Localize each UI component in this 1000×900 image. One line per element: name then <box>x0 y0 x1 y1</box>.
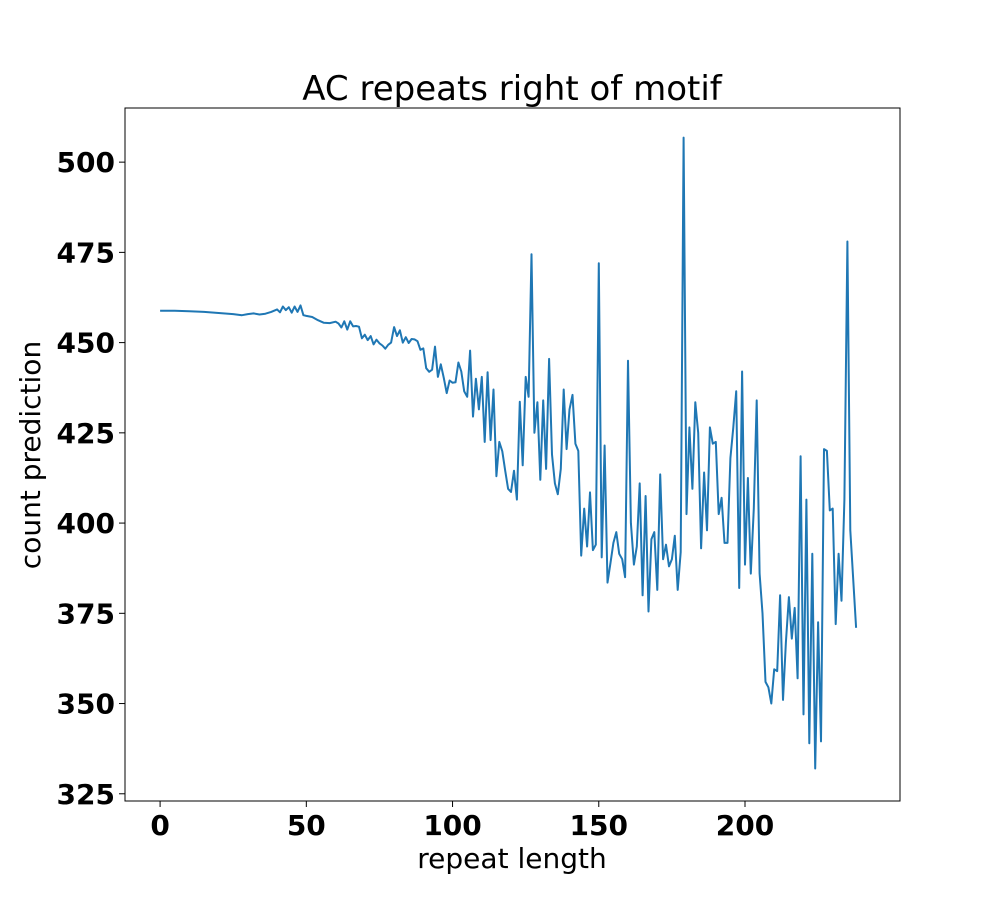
x-tick-label: 150 <box>570 809 628 842</box>
x-axis-label: repeat length <box>417 842 606 875</box>
series-line-0 <box>160 136 858 770</box>
x-tick-label: 100 <box>423 809 481 842</box>
y-tick-label: 475 <box>57 236 115 269</box>
y-tick-label: 375 <box>57 597 115 630</box>
y-tick-label: 325 <box>57 778 115 811</box>
y-tick-label: 350 <box>57 688 115 721</box>
y-tick-label: 500 <box>57 146 115 179</box>
y-tick-label: 400 <box>57 507 115 540</box>
chart-title: AC repeats right of motif <box>302 69 723 109</box>
x-tick-label: 200 <box>716 809 774 842</box>
y-tick-label: 425 <box>57 417 115 450</box>
y-axis-label: count prediction <box>14 341 47 569</box>
x-tick-label: 50 <box>287 809 326 842</box>
y-axis: 325 350 375 400 425 450 475 500 <box>57 146 125 811</box>
x-axis: 0 50 100 150 200 <box>150 801 774 842</box>
y-tick-label: 450 <box>57 327 115 360</box>
x-tick-label: 0 <box>150 809 169 842</box>
plot-area <box>160 136 858 770</box>
plot-frame <box>124 107 901 802</box>
